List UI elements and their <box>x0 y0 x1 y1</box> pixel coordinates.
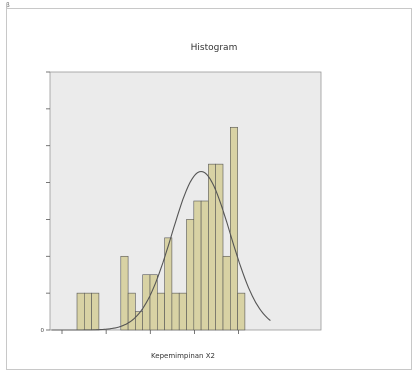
histogram-bar <box>208 163 216 331</box>
plot-area <box>49 71 322 331</box>
normal-curve <box>51 170 271 331</box>
histogram-bar <box>193 200 202 331</box>
histogram-bar <box>237 292 246 331</box>
histogram-bar <box>120 255 129 331</box>
histogram-bar <box>222 255 231 331</box>
x-axis-label: Kepemimpinan X2 <box>151 352 215 360</box>
histogram-bar <box>186 219 195 331</box>
histogram-bar <box>230 126 238 331</box>
histogram-bar <box>149 274 158 331</box>
histogram-bar <box>171 292 180 331</box>
histogram-bar <box>164 237 173 331</box>
histogram-bar <box>76 292 85 331</box>
histogram-bar <box>127 292 136 331</box>
chart-title: Histogram <box>191 43 238 53</box>
histogram-bar <box>84 292 92 331</box>
histogram-bar <box>200 200 209 331</box>
corner-mark: β <box>6 2 10 9</box>
y-tick-label: 0 <box>41 328 45 334</box>
histogram-bar <box>178 292 187 331</box>
histogram-bar <box>157 292 165 331</box>
histogram-bar <box>135 311 143 331</box>
histogram-bar <box>215 163 224 331</box>
histogram-bar <box>91 292 100 331</box>
